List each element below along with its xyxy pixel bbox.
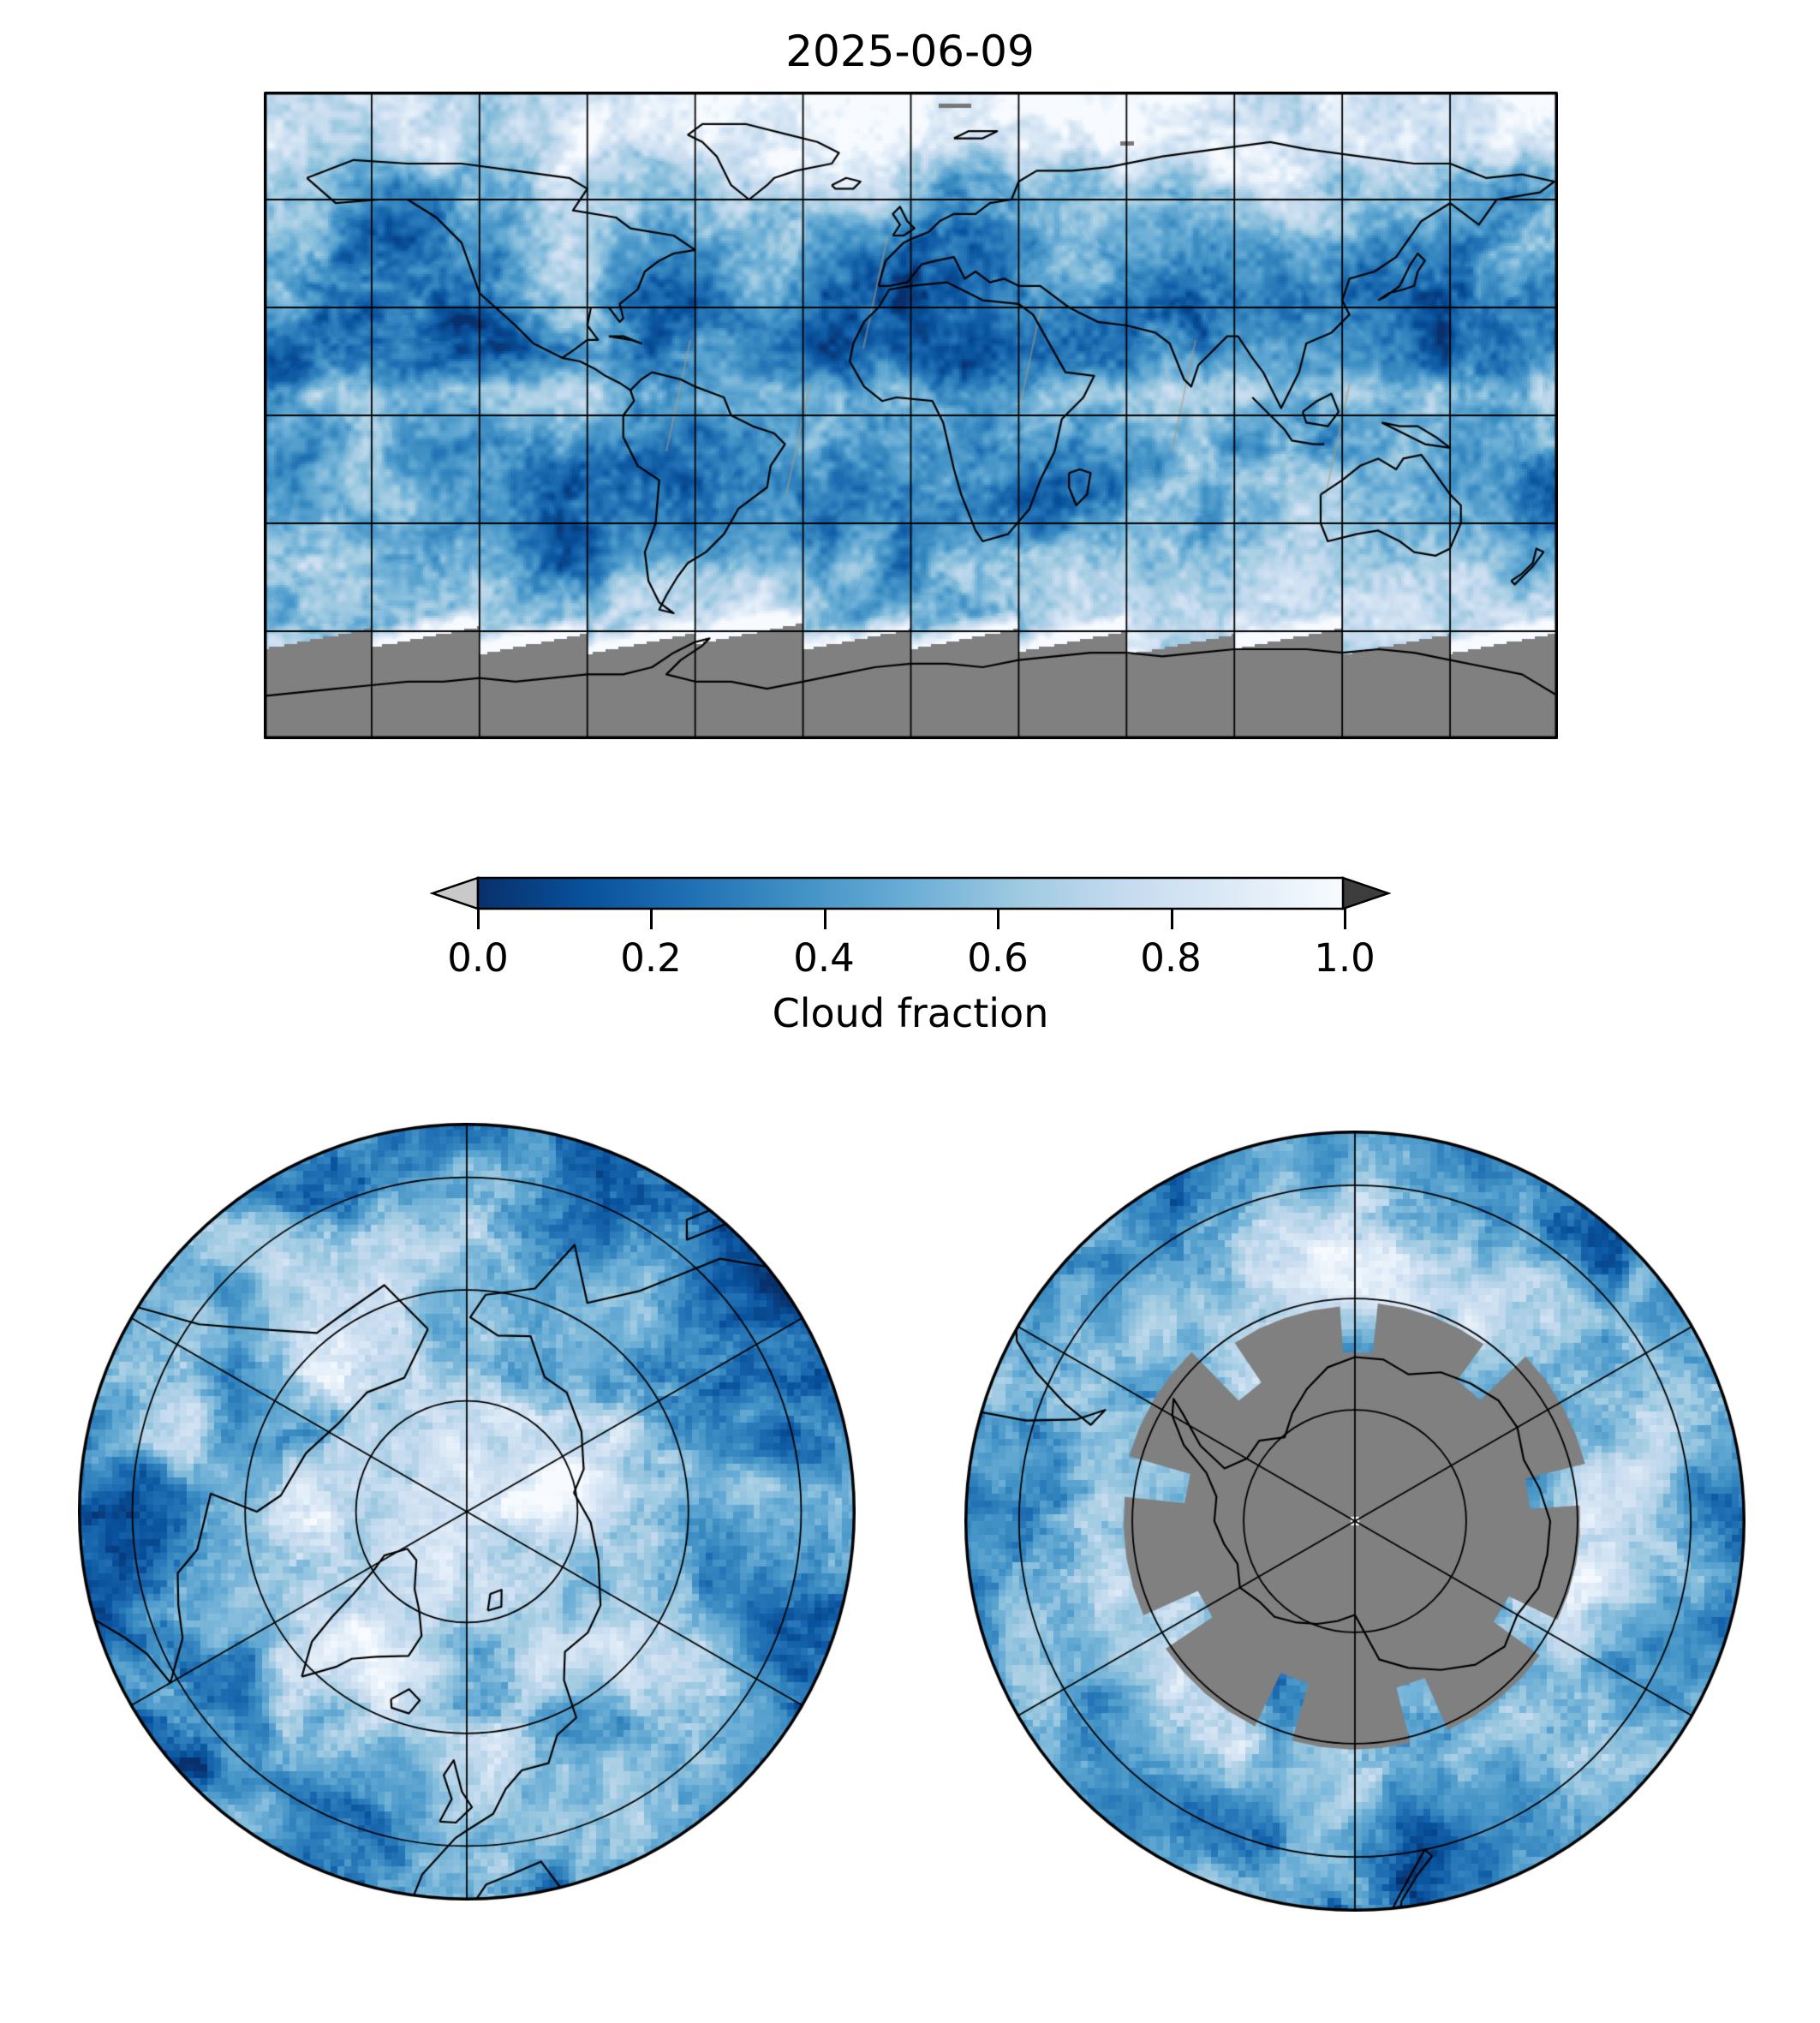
colorbar-tick-label: 0.8 [1140,935,1202,981]
colorbar-tick-label: 0.2 [620,935,682,981]
colorbar-tick [823,908,826,929]
colorbar [430,876,1391,910]
colorbar-tick [997,908,1000,929]
colorbar-tick-label: 0.4 [793,935,855,981]
colorbar-under-arrow [430,876,480,910]
colorbar-tick-label: 0.6 [967,935,1029,981]
colorbar-over-arrow [1341,876,1391,910]
colorbar-label: Cloud fraction [772,990,1049,1036]
colorbar-gradient-bar [476,876,1345,910]
colorbar-tick-label: 0.0 [447,935,509,981]
colorbar-tick [1170,908,1173,929]
colorbar-tick [477,908,480,929]
world-map-canvas [264,92,1558,739]
figure-title: 2025-06-09 [785,27,1035,76]
colorbar-tick-label: 1.0 [1314,935,1375,981]
north-polar-canvas [78,1123,856,1901]
colorbar-tick [1344,908,1346,929]
south-polar-canvas [964,1131,1745,1912]
world-map-panel [264,92,1558,739]
colorbar-tick [650,908,653,929]
